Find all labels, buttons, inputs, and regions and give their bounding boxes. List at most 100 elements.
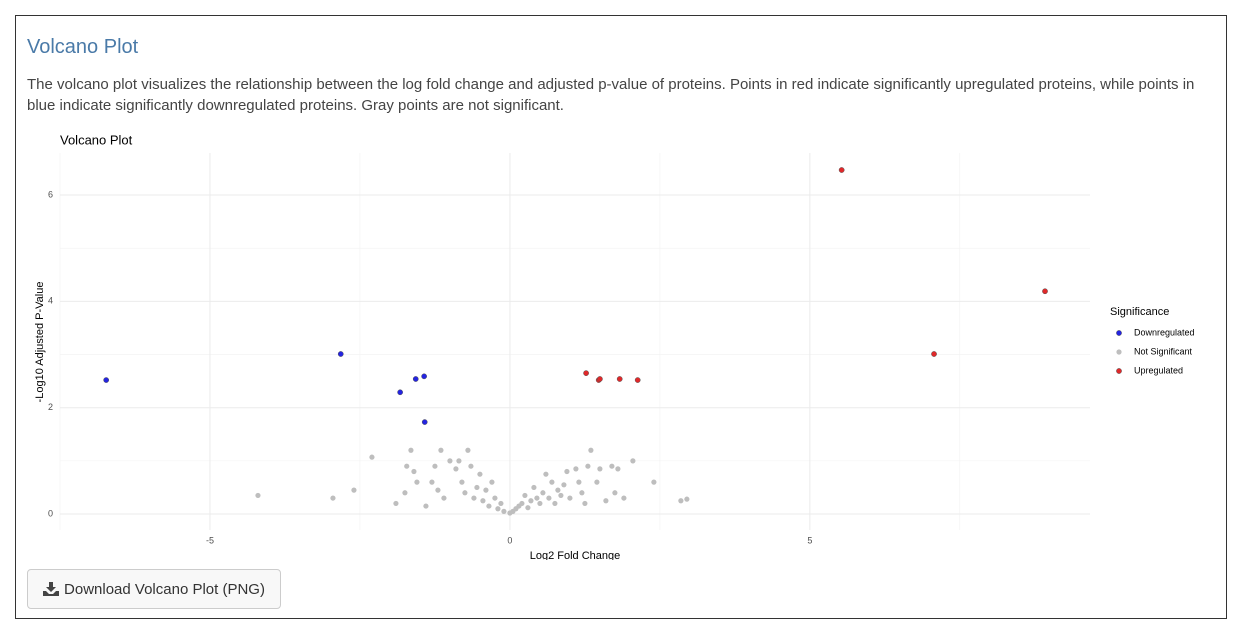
x-axis-label: Log2 Fold Change	[530, 550, 621, 560]
point	[583, 370, 589, 376]
point	[411, 468, 417, 475]
chart: Volcano Plot Log2 Fold Change -Log10 Adj…	[34, 132, 1195, 560]
point	[408, 447, 414, 453]
description: The volcano plot visualizes the relation…	[27, 76, 1195, 114]
point	[255, 492, 261, 499]
point	[498, 500, 504, 507]
point	[567, 495, 573, 501]
point	[432, 463, 438, 469]
point	[1042, 288, 1048, 295]
panel-title: Volcano Plot	[27, 36, 139, 58]
point	[597, 466, 603, 472]
point	[435, 487, 441, 493]
x-tick-label: 0	[507, 535, 512, 545]
point	[103, 377, 110, 383]
point	[522, 492, 528, 499]
point	[404, 463, 410, 469]
point	[549, 479, 555, 485]
point	[651, 479, 657, 485]
point	[634, 377, 641, 383]
point	[594, 479, 600, 485]
button-label: Download Volcano Plot (PNG)	[64, 580, 265, 598]
y-tick-label: 2	[48, 402, 53, 412]
legend-label: Downregulated	[1134, 327, 1195, 337]
point	[412, 376, 419, 382]
point	[597, 376, 603, 382]
y-tick-label: 4	[48, 296, 53, 306]
point	[558, 492, 564, 499]
point	[540, 490, 546, 496]
point	[573, 466, 579, 472]
point	[519, 500, 525, 507]
point	[421, 373, 427, 380]
point	[543, 471, 549, 477]
point	[330, 495, 336, 501]
download-icon	[43, 582, 60, 596]
point	[414, 479, 420, 485]
point	[616, 376, 623, 382]
point	[609, 463, 615, 469]
point	[552, 500, 558, 507]
legend-title: Significance	[1110, 306, 1169, 318]
point	[369, 454, 375, 460]
legend-label: Not Significant	[1134, 346, 1193, 356]
point	[438, 447, 444, 453]
y-tick-label: 0	[48, 508, 53, 518]
point	[447, 458, 453, 464]
point	[588, 447, 594, 453]
point	[615, 466, 621, 472]
point	[337, 351, 344, 357]
point	[402, 490, 408, 496]
point	[579, 490, 585, 496]
point	[468, 463, 474, 469]
point	[486, 503, 492, 509]
point	[534, 495, 540, 501]
y-tick-label: 6	[48, 189, 53, 199]
panel: Volcano Plot The volcano plot visualizes…	[15, 15, 1227, 619]
point	[555, 487, 561, 493]
point	[501, 508, 507, 514]
point	[528, 498, 534, 504]
point	[429, 479, 435, 485]
point	[471, 495, 477, 501]
legend-marker	[1116, 368, 1122, 374]
point	[483, 487, 489, 493]
legend-marker	[1116, 349, 1122, 355]
x-tick-label: -5	[206, 535, 214, 545]
point	[397, 389, 403, 396]
chart-title: Volcano Plot	[60, 132, 133, 147]
point	[630, 458, 636, 464]
y-axis-label: -Log10 Adjusted P-Value	[34, 282, 46, 403]
point	[684, 496, 690, 502]
point	[531, 484, 537, 491]
point	[537, 500, 543, 507]
point	[621, 495, 627, 501]
point	[480, 498, 486, 504]
point	[576, 479, 582, 485]
point	[838, 167, 845, 173]
point	[459, 479, 465, 485]
point	[441, 495, 447, 501]
point	[561, 482, 567, 488]
point	[489, 479, 495, 485]
point	[585, 463, 591, 469]
point	[421, 419, 428, 425]
point	[678, 498, 684, 504]
point	[492, 495, 498, 501]
point	[582, 500, 588, 507]
legend-label: Upregulated	[1134, 365, 1183, 375]
point	[495, 506, 501, 512]
point	[564, 468, 570, 475]
point	[612, 490, 618, 496]
point	[393, 500, 399, 507]
point	[474, 484, 480, 491]
point	[603, 498, 609, 504]
point	[351, 487, 357, 493]
point	[453, 466, 459, 472]
point	[456, 458, 462, 464]
x-tick-label: 5	[807, 535, 812, 545]
legend-marker	[1116, 330, 1122, 336]
download-button[interactable]: Download Volcano Plot (PNG)	[27, 569, 281, 609]
point	[462, 490, 468, 496]
